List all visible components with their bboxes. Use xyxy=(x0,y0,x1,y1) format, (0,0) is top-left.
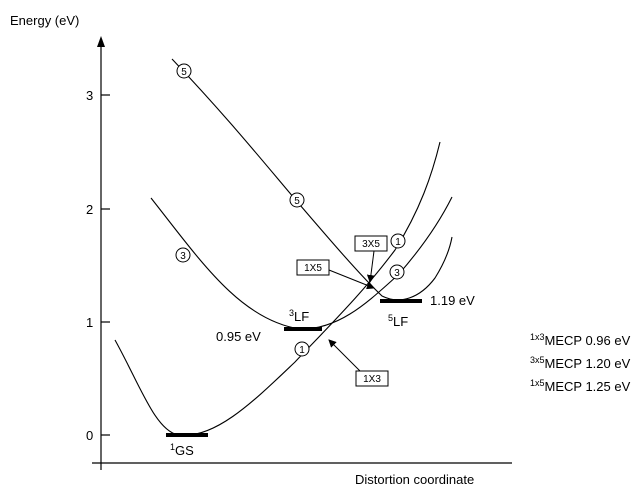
y-axis-arrowhead xyxy=(97,36,105,47)
crossing-box-1x5: 1X5 xyxy=(296,259,330,276)
svg-text:3: 3 xyxy=(180,251,186,262)
mecp-3x5: 3x5MECP 1.20 eV xyxy=(530,355,631,371)
gs-state-label: 1GS xyxy=(170,442,194,458)
arrow-1x3 xyxy=(328,339,361,372)
svg-text:5: 5 xyxy=(294,196,300,207)
5lf-state-bar xyxy=(380,299,422,303)
y-ticks xyxy=(101,94,110,436)
mecp-1x5: 1x5MECP 1.25 eV xyxy=(530,378,631,394)
svg-text:1X5: 1X5 xyxy=(304,263,322,274)
marker-5-top: 5 xyxy=(176,63,192,79)
x-axis-label: Distortion coordinate xyxy=(355,472,474,486)
y-tick-0: 0 xyxy=(86,428,93,443)
svg-text:3X5: 3X5 xyxy=(362,239,380,250)
triplet-curve xyxy=(150,196,453,330)
3lf-energy-label: 0.95 eV xyxy=(216,329,261,344)
3lf-state-label: 3LF xyxy=(289,308,309,324)
crossing-box-1x3: 1X3 xyxy=(355,370,389,387)
svg-text:1X3: 1X3 xyxy=(363,374,381,385)
svg-text:3: 3 xyxy=(394,268,400,279)
marker-1-right: 1 xyxy=(390,233,406,249)
arrow-1x5 xyxy=(328,269,375,290)
svg-text:1: 1 xyxy=(395,237,401,248)
crossing-box-3x5: 3X5 xyxy=(354,235,388,252)
mecp-1x3: 1x3MECP 0.96 eV xyxy=(530,332,631,348)
gs-state-bar xyxy=(166,433,208,437)
arrow-3x5 xyxy=(366,250,375,283)
y-axis-label: Energy (eV) xyxy=(10,13,79,28)
y-tick-2: 2 xyxy=(86,202,93,217)
svg-text:1: 1 xyxy=(299,345,305,356)
singlet-curve xyxy=(114,141,441,436)
5lf-state-label: 5LF xyxy=(388,313,408,329)
3lf-state-bar xyxy=(284,327,322,331)
5lf-energy-label: 1.19 eV xyxy=(430,293,475,308)
marker-5-mid: 5 xyxy=(289,192,305,208)
marker-3-right: 3 xyxy=(389,264,405,280)
quintet-curve xyxy=(171,58,453,301)
y-tick-3: 3 xyxy=(86,88,93,103)
marker-1-left: 1 xyxy=(294,341,310,357)
marker-3-left: 3 xyxy=(175,247,191,263)
svg-text:5: 5 xyxy=(181,67,187,78)
y-tick-1: 1 xyxy=(86,315,93,330)
